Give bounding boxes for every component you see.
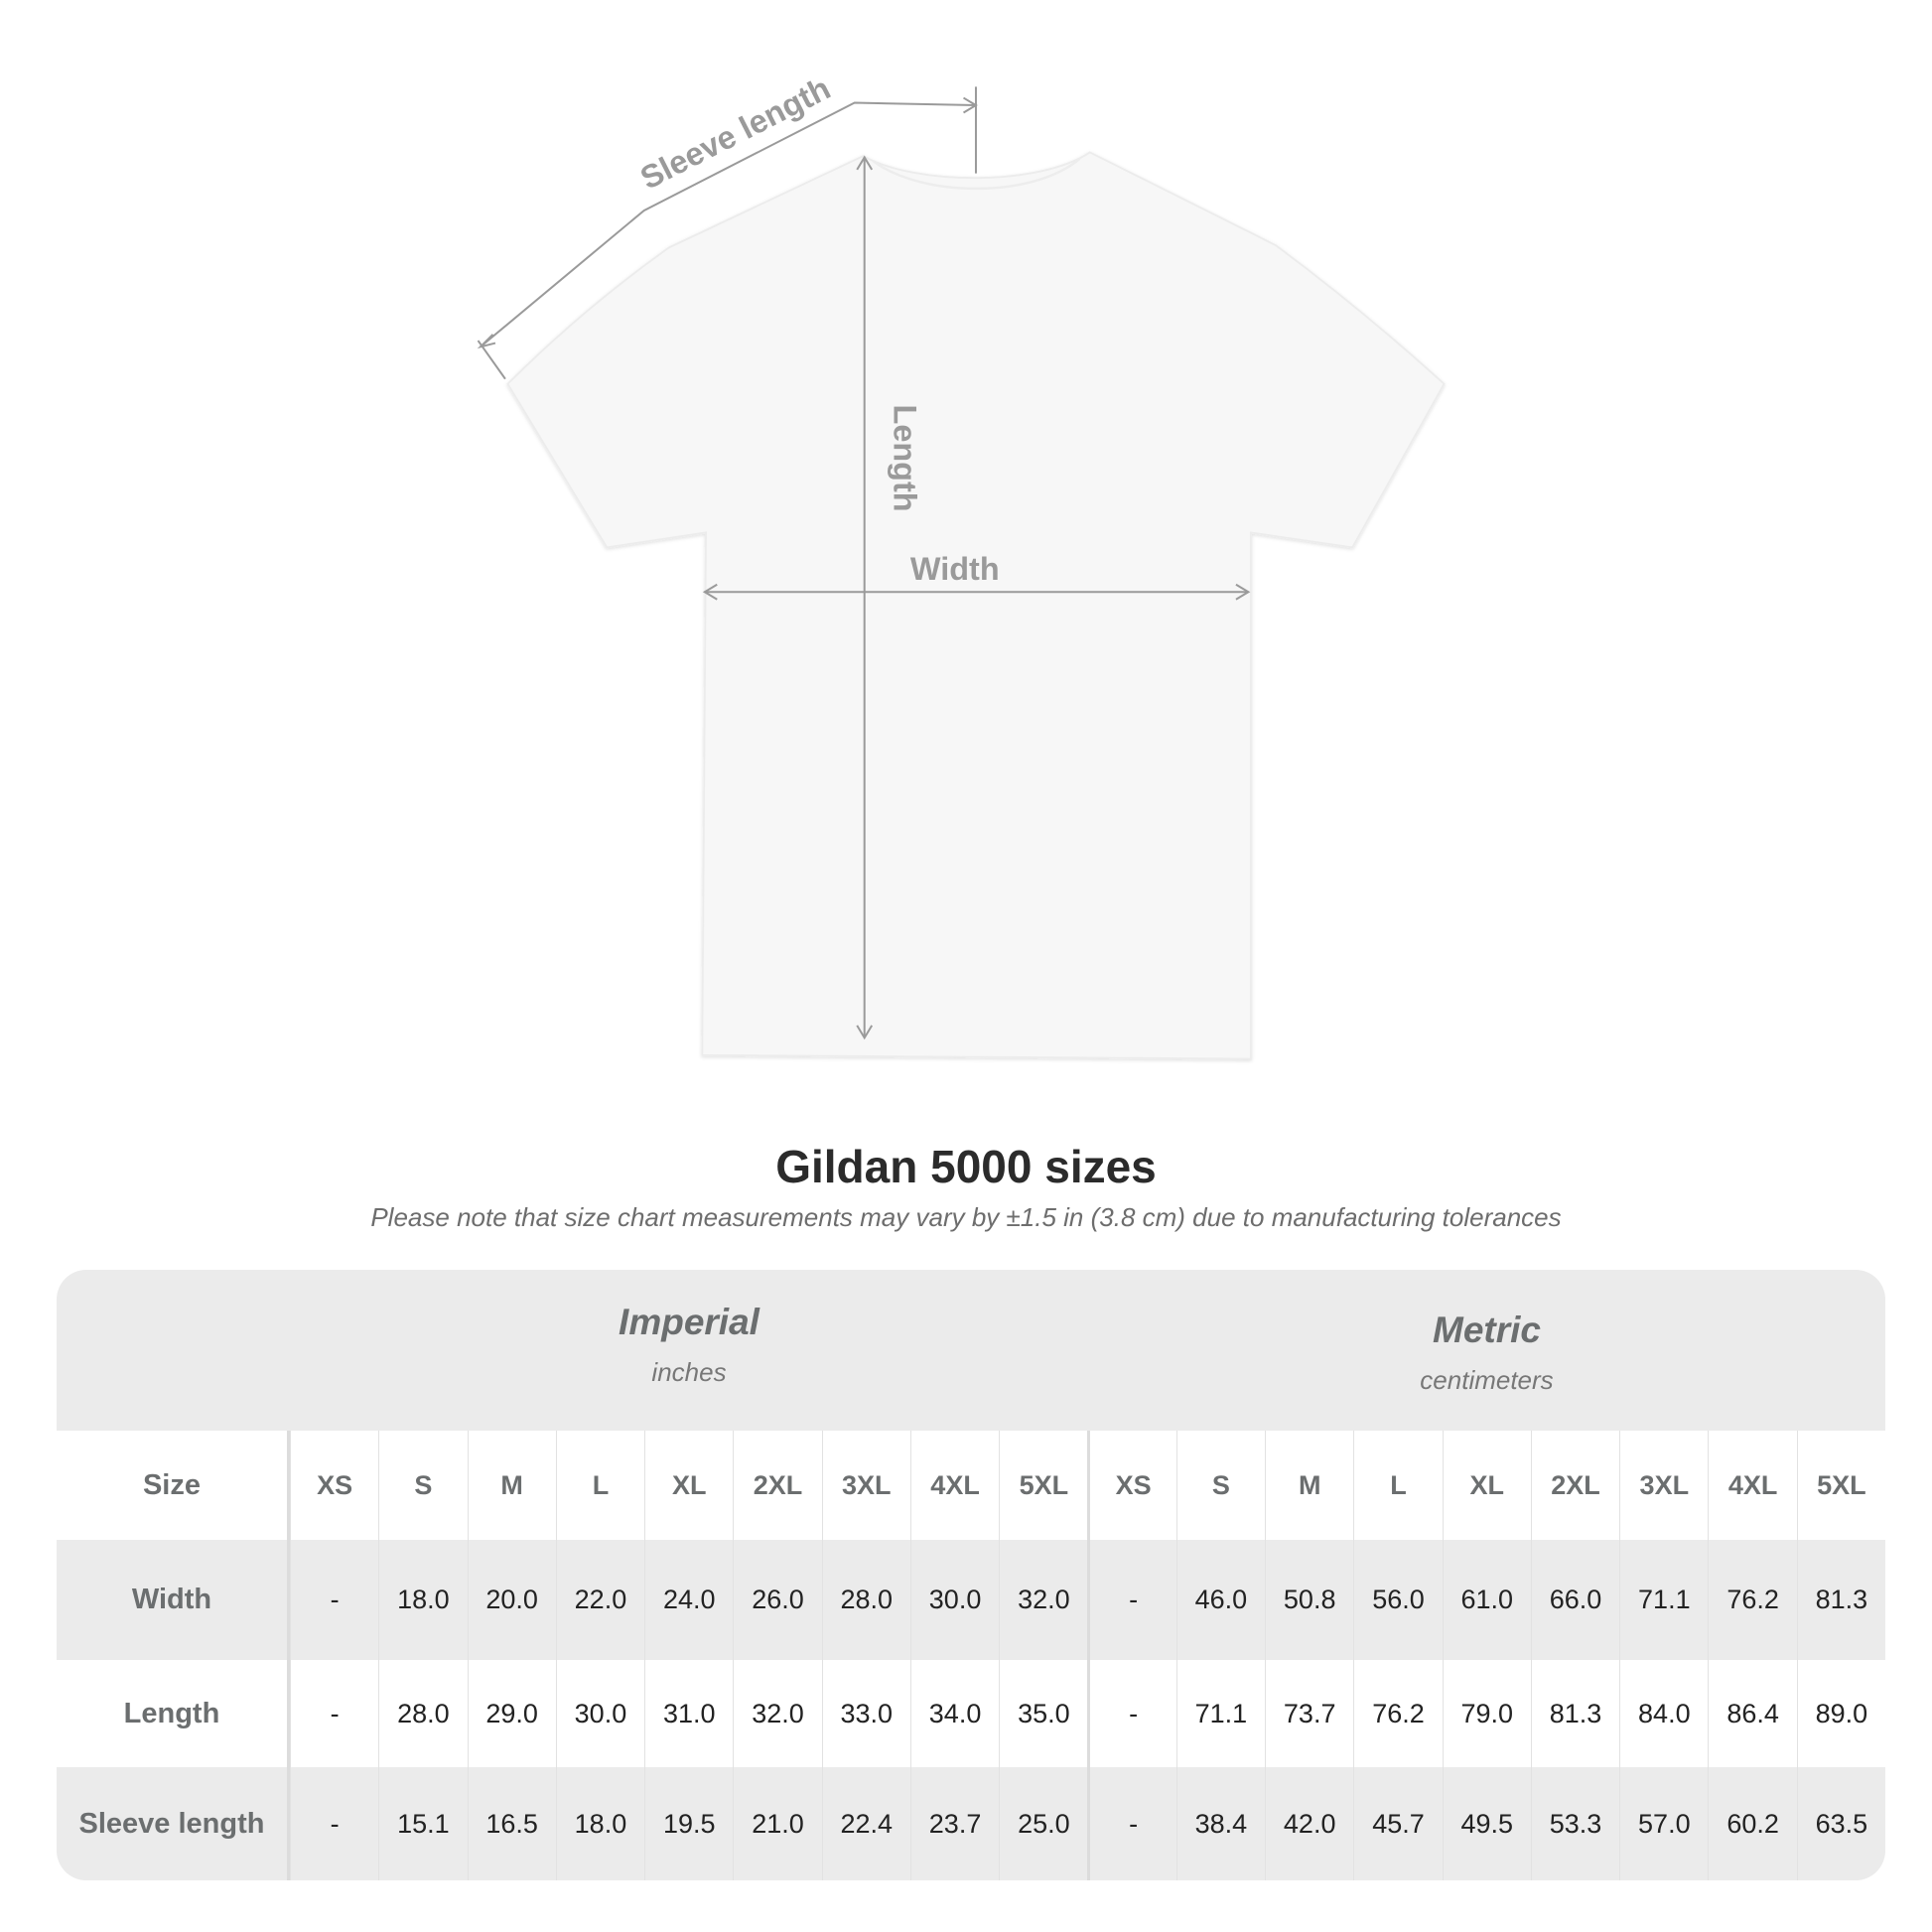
- table-cell: 71.1: [1619, 1540, 1708, 1660]
- table-cell: 89.0: [1796, 1660, 1885, 1767]
- table-cell: 23.7: [909, 1767, 999, 1880]
- sleeve-length-label: Sleeve length: [634, 70, 836, 197]
- table-cell: 18.0: [555, 1767, 644, 1880]
- table-cell: -: [289, 1660, 378, 1767]
- table-cell: 25.0: [999, 1767, 1087, 1880]
- table-cell: 61.0: [1442, 1540, 1531, 1660]
- size-table: Imperial inches Metric centimeters Size X…: [57, 1270, 1885, 1880]
- table-cell: 50.8: [1265, 1540, 1353, 1660]
- table-cell: 71.1: [1175, 1660, 1265, 1767]
- table-cell: 31.0: [644, 1660, 733, 1767]
- table-cell: 76.2: [1708, 1540, 1796, 1660]
- page-title: Gildan 5000 sizes: [775, 1141, 1157, 1192]
- sleeve-arrow: [480, 101, 976, 348]
- table-cell: -: [289, 1767, 378, 1880]
- row-label: Sleeve length: [57, 1767, 290, 1880]
- size-header-cell: S: [378, 1431, 467, 1540]
- table-cell: 57.0: [1619, 1767, 1708, 1880]
- table-cell: 32.0: [999, 1540, 1087, 1660]
- table-cell: 60.2: [1708, 1767, 1796, 1880]
- length-label: Length: [888, 405, 923, 512]
- size-header-cell: M: [467, 1431, 556, 1540]
- table-cell: 22.4: [821, 1767, 910, 1880]
- size-header-cell: 4XL: [909, 1431, 999, 1540]
- measure-lines: [477, 86, 1251, 1040]
- table-cell: 53.3: [1530, 1767, 1619, 1880]
- table-cell: 29.0: [467, 1660, 556, 1767]
- size-header-cell: L: [555, 1431, 644, 1540]
- table-cell: -: [289, 1540, 378, 1660]
- table-row: Length -28.0 29.0 30.0 31.0 32.0 33.0 34.0 35.0-…: [57, 1660, 1885, 1767]
- size-header-cell: 5XL: [999, 1431, 1087, 1540]
- imperial-group: Imperial inches: [290, 1302, 1088, 1388]
- imperial-title: Imperial: [619, 1302, 759, 1342]
- table-cell: 21.0: [733, 1767, 821, 1880]
- collar-shape: [872, 157, 1081, 191]
- size-header-cell: 3XL: [1619, 1431, 1708, 1540]
- table-cell: 45.7: [1353, 1767, 1442, 1880]
- table-cell: 76.2: [1353, 1660, 1442, 1767]
- table-cell: -: [1087, 1540, 1175, 1660]
- table-cell: 19.5: [644, 1767, 733, 1880]
- table-cell: 79.0: [1442, 1660, 1531, 1767]
- width-label: Width: [910, 551, 1000, 587]
- size-header-cell: 3XL: [821, 1431, 910, 1540]
- table-cell: 24.0: [644, 1540, 733, 1660]
- metric-title: Metric: [1433, 1310, 1541, 1350]
- row-label: Length: [57, 1660, 290, 1767]
- table-cell: -: [1087, 1660, 1175, 1767]
- table-cell: 63.5: [1796, 1767, 1885, 1880]
- size-header-cell: 2XL: [733, 1431, 821, 1540]
- table-cell: 20.0: [467, 1540, 556, 1660]
- table-cell: 35.0: [999, 1660, 1087, 1767]
- size-header-cell: XS: [289, 1431, 378, 1540]
- table-cell: 49.5: [1442, 1767, 1531, 1880]
- size-header-cell: S: [1175, 1431, 1265, 1540]
- metric-unit: centimeters: [1420, 1365, 1554, 1395]
- metric-group: Metric centimeters: [1088, 1310, 1885, 1396]
- table-cell: 32.0: [733, 1660, 821, 1767]
- table-cell: 34.0: [909, 1660, 999, 1767]
- table-cell: 46.0: [1175, 1540, 1265, 1660]
- size-header-cell: 5XL: [1796, 1431, 1885, 1540]
- table-cell: 86.4: [1708, 1660, 1796, 1767]
- table-cell: 28.0: [378, 1660, 467, 1767]
- table-cell: 15.1: [378, 1767, 467, 1880]
- table-cell: 30.0: [555, 1660, 644, 1767]
- table-cell: 38.4: [1175, 1767, 1265, 1880]
- size-header-cell: XL: [644, 1431, 733, 1540]
- table-row: Sleeve length -15.1 16.5 18.0 19.5 21.0 22.4 23…: [57, 1767, 1885, 1880]
- tshirt-shape: [506, 151, 1446, 1060]
- size-header-cell: 4XL: [1708, 1431, 1796, 1540]
- size-header-row: Size XS S M L XL 2XL 3XL 4XL 5XL XS S M L XL 2XL 3XL 4XL 5…: [57, 1431, 1885, 1540]
- table-cell: -: [1087, 1767, 1175, 1880]
- table-cell: 22.0: [555, 1540, 644, 1660]
- table-cell: 28.0: [821, 1540, 910, 1660]
- row-label: Size: [57, 1431, 290, 1540]
- table-cell: 30.0: [909, 1540, 999, 1660]
- table-cell: 42.0: [1265, 1767, 1353, 1880]
- table-cell: 33.0: [821, 1660, 910, 1767]
- units-header: Imperial inches Metric centimeters: [57, 1270, 1885, 1431]
- size-header-cell: XL: [1442, 1431, 1531, 1540]
- size-header-cell: 2XL: [1530, 1431, 1619, 1540]
- table-row: Width -18.0 20.0 22.0 24.0 26.0 28.0 30.0 32.0-4…: [57, 1540, 1885, 1660]
- table-cell: 84.0: [1619, 1660, 1708, 1767]
- table-cell: 66.0: [1530, 1540, 1619, 1660]
- table-cell: 81.3: [1530, 1660, 1619, 1767]
- row-label: Width: [57, 1540, 290, 1660]
- imperial-unit: inches: [651, 1357, 727, 1387]
- table-cell: 81.3: [1796, 1540, 1885, 1660]
- size-header-cell: M: [1265, 1431, 1353, 1540]
- table-cell: 73.7: [1265, 1660, 1353, 1767]
- table-cell: 16.5: [467, 1767, 556, 1880]
- table-cell: 26.0: [733, 1540, 821, 1660]
- tolerance-note: Please note that size chart measurements…: [370, 1202, 1562, 1232]
- size-header-cell: L: [1353, 1431, 1442, 1540]
- table-cell: 56.0: [1353, 1540, 1442, 1660]
- table-cell: 18.0: [378, 1540, 467, 1660]
- size-header-cell: XS: [1087, 1431, 1175, 1540]
